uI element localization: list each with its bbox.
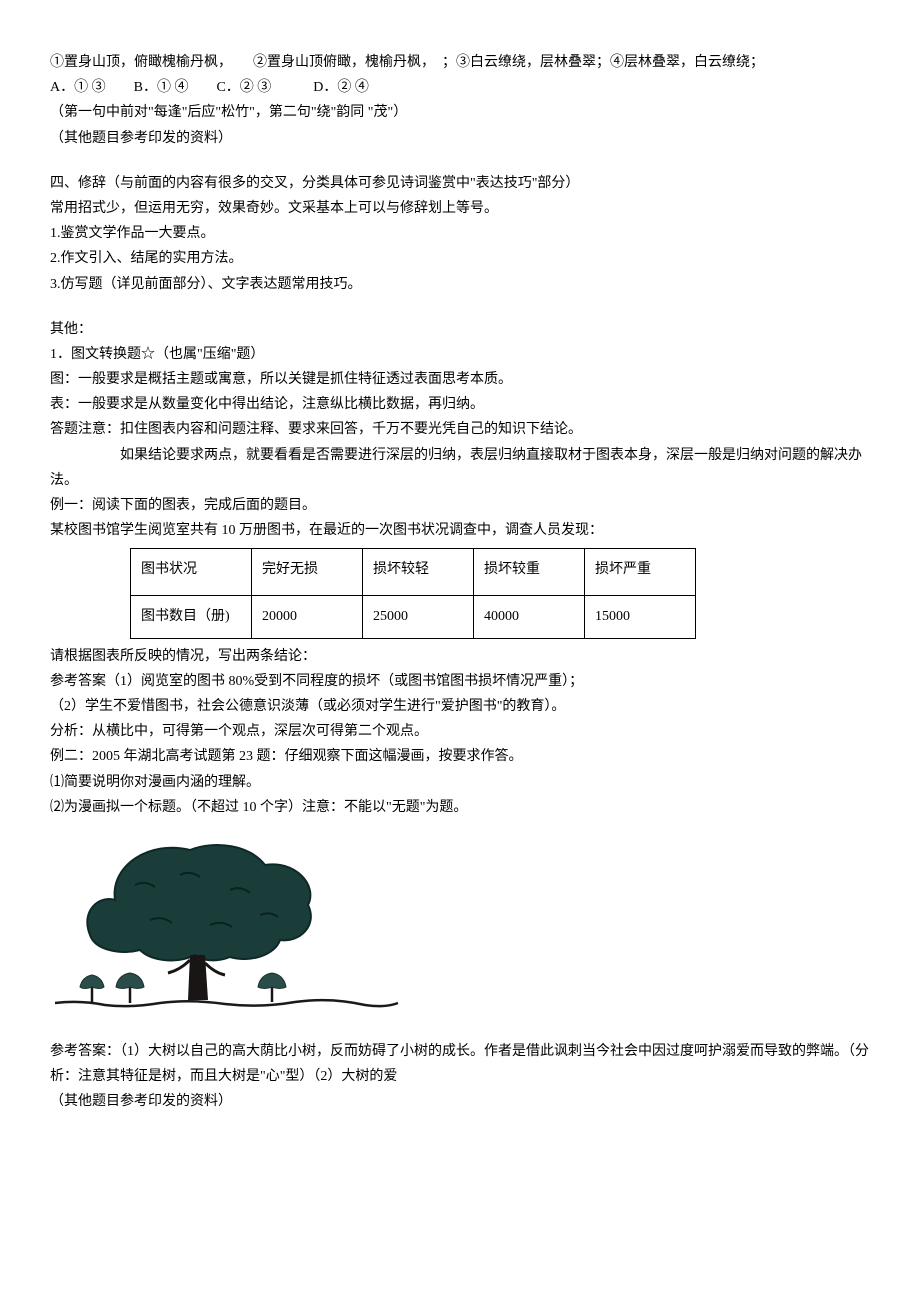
- other-line4: 答题注意：扣住图表内容和问题注释、要求来回答，千万不要光凭自己的知识下结论。: [50, 417, 870, 442]
- table-header-intact: 完好无损: [252, 549, 363, 596]
- table-header-light: 损坏较轻: [363, 549, 474, 596]
- table-value-2: 25000: [363, 596, 474, 638]
- analysis-1: 分析：从横比中，可得第一个观点，深层次可得第二个观点。: [50, 719, 870, 744]
- other-line1: 1．图文转换题☆（也属"压缩"题）: [50, 342, 870, 367]
- small-tree-2: [116, 973, 144, 1003]
- spacer: [50, 151, 870, 171]
- table-header-heavy: 损坏较重: [474, 549, 585, 596]
- table-value-3: 40000: [474, 596, 585, 638]
- tree-trunk: [188, 955, 208, 1000]
- example2-intro: 例二：2005 年湖北高考试题第 23 题：仔细观察下面这幅漫画，按要求作答。: [50, 744, 870, 769]
- reference-note-2: （其他题目参考印发的资料）: [50, 1089, 870, 1114]
- table-value-4: 15000: [585, 596, 696, 638]
- answer-1: 参考答案（1）阅览室的图书 80%受到不同程度的损坏（或图书馆图书损坏情况严重）…: [50, 669, 870, 694]
- conclusion-prompt: 请根据图表所反映的情况，写出两条结论：: [50, 644, 870, 669]
- table-value-1: 20000: [252, 596, 363, 638]
- book-condition-table: 图书状况 完好无损 损坏较轻 损坏较重 损坏严重 图书数目（册) 20000 2…: [130, 548, 696, 638]
- answer-2: （2）学生不爱惜图书，社会公德意识淡薄（或必须对学生进行"爱护图书"的教育）。: [50, 694, 870, 719]
- table-header-severe: 损坏严重: [585, 549, 696, 596]
- example2-q2: ⑵为漫画拟一个标题。（不超过 10 个字）注意：不能以"无题"为题。: [50, 795, 870, 820]
- question-options-line1: ①置身山顶，俯瞰槐榆丹枫， ②置身山顶俯瞰，槐榆丹枫， ；③白云缭绕，层林叠翠；…: [50, 50, 870, 75]
- answer-choices: A．① ③ B．① ④ C．② ③ D．② ④: [50, 75, 870, 100]
- section-4-line1: 常用招式少，但运用无穷，效果奇妙。文采基本上可以与修辞划上等号。: [50, 196, 870, 221]
- tree-canopy: [87, 845, 311, 960]
- table-header-row: 图书状况 完好无损 损坏较轻 损坏较重 损坏严重: [131, 549, 696, 596]
- table-row-label: 图书数目（册): [131, 596, 252, 638]
- small-tree-3: [258, 973, 286, 1002]
- table-data-row: 图书数目（册) 20000 25000 40000 15000: [131, 596, 696, 638]
- ground-line: [55, 1000, 398, 1006]
- other-line2: 图：一般要求是概括主题或寓意，所以关键是抓住特征透过表面思考本质。: [50, 367, 870, 392]
- example1-intro: 例一：阅读下面的图表，完成后面的题目。: [50, 493, 870, 518]
- other-line5: 如果结论要求两点，就要看看是否需要进行深层的归纳，表层归纳直接取材于图表本身，深…: [50, 443, 870, 493]
- small-tree-1: [80, 975, 104, 1002]
- cartoon-illustration: [50, 835, 870, 1024]
- cartoon-answer: 参考答案：（1）大树以自己的高大荫比小树，反而妨碍了小树的成长。作者是借此讽刺当…: [50, 1039, 870, 1089]
- section-4-line2: 1.鉴赏文学作品一大要点。: [50, 221, 870, 246]
- reference-note-1: （其他题目参考印发的资料）: [50, 126, 870, 151]
- table-header-status: 图书状况: [131, 549, 252, 596]
- section-4-title: 四、修辞（与前面的内容有很多的交叉，分类具体可参见诗词鉴赏中"表达技巧"部分）: [50, 171, 870, 196]
- section-4-line3: 2.作文引入、结尾的实用方法。: [50, 246, 870, 271]
- other-line3: 表：一般要求是从数量变化中得出结论，注意纵比横比数据，再归纳。: [50, 392, 870, 417]
- example1-context: 某校图书馆学生阅览室共有 10 万册图书，在最近的一次图书状况调查中，调查人员发…: [50, 518, 870, 543]
- answer-explanation-1: （第一句中前对"每逢"后应"松竹"，第二句"绕"韵同 "茂"）: [50, 100, 870, 125]
- example2-q1: ⑴简要说明你对漫画内涵的理解。: [50, 770, 870, 795]
- section-4-line4: 3.仿写题（详见前面部分）、文字表达题常用技巧。: [50, 272, 870, 297]
- spacer: [50, 297, 870, 317]
- other-title: 其他：: [50, 317, 870, 342]
